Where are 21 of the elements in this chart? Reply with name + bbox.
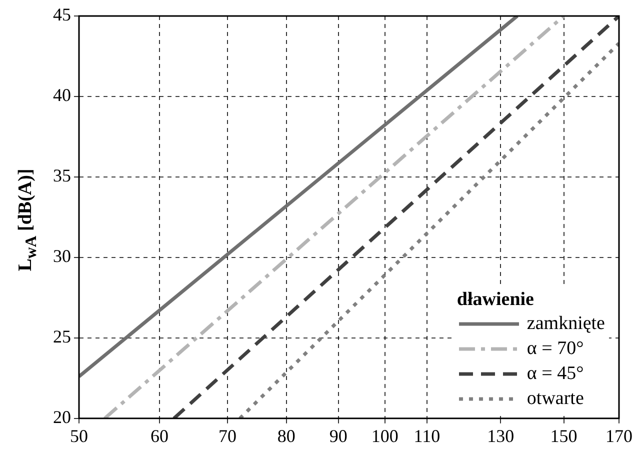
legend-label: α = 45°: [526, 362, 584, 384]
x-tick-label: 130: [487, 426, 514, 446]
x-tick-label: 50: [70, 426, 88, 446]
x-tick-label: 60: [150, 426, 168, 446]
x-tick-label: 90: [329, 426, 348, 446]
y-tick-label: 20: [53, 407, 71, 428]
legend-label: zamknięte: [526, 312, 605, 334]
x-tick-label: 80: [277, 426, 296, 446]
x-tick-label: 150: [550, 426, 578, 446]
legend-title: dławienie: [456, 289, 535, 311]
x-tick-label: 170: [606, 426, 632, 446]
legend-label: α = 70°: [526, 338, 584, 360]
legend-label: otwarte: [526, 388, 584, 410]
y-tick-label: 45: [53, 4, 71, 25]
y-tick-label: 30: [53, 246, 71, 266]
y-tick-label: 25: [53, 326, 71, 347]
x-tick-label: 100: [371, 426, 398, 446]
y-tick-label: 40: [53, 85, 71, 106]
x-tick-label: 110: [414, 426, 440, 446]
y-tick-label: 35: [53, 166, 71, 186]
x-tick-label: 70: [218, 426, 236, 446]
